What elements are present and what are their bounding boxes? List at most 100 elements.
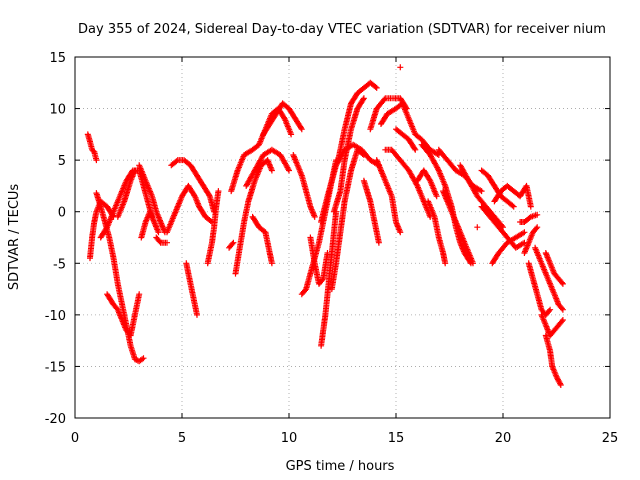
- data-track: [491, 182, 534, 210]
- data-track: [414, 167, 440, 200]
- data-track: [114, 167, 138, 220]
- y-tick-label: 0: [58, 206, 66, 221]
- x-tick-label: 20: [495, 431, 512, 446]
- data-track: [328, 146, 367, 293]
- data-track: [489, 229, 528, 267]
- data-point-markers: [232, 157, 275, 277]
- data-point-markers: [457, 162, 506, 231]
- data-track: [204, 188, 222, 267]
- data-track: [525, 260, 554, 318]
- data-point-markers: [489, 229, 528, 267]
- data-point-markers: [290, 152, 318, 220]
- data-point-markers: [249, 213, 275, 267]
- data-point-markers: [378, 100, 442, 158]
- data-track: [335, 79, 380, 164]
- data-track: [164, 182, 215, 236]
- data-point-markers: [204, 188, 222, 267]
- data-point-markers: [136, 162, 168, 236]
- data-track: [393, 126, 419, 153]
- data-point-markers: [307, 234, 331, 287]
- data-point-markers: [164, 182, 215, 236]
- data-point-markers: [542, 332, 564, 388]
- data-track: [478, 167, 517, 210]
- data-point-markers: [525, 260, 554, 318]
- data-track: [538, 311, 566, 339]
- data-track: [226, 239, 237, 251]
- data-point-markers: [183, 260, 200, 318]
- data-track: [232, 157, 275, 277]
- data-point-markers: [414, 167, 440, 200]
- axis-ticks: [74, 56, 611, 419]
- data-point-markers: [360, 177, 382, 246]
- data-track: [397, 64, 404, 71]
- data-point-markers: [542, 250, 566, 287]
- data-track: [517, 211, 541, 225]
- data-point-markers: [260, 100, 305, 138]
- data-track: [360, 177, 382, 246]
- data-track: [373, 157, 404, 236]
- data-track: [457, 162, 506, 231]
- data-point-markers: [397, 64, 404, 71]
- x-tick-label: 0: [71, 431, 79, 446]
- data-track: [87, 198, 117, 262]
- data-track: [138, 208, 162, 241]
- tick-labels: 0 5 10 15 20 25 -20 -15 -10 -5 0 5 10 15: [45, 51, 619, 446]
- x-axis-title: GPS time / hours: [286, 459, 395, 474]
- data-point-markers: [226, 239, 237, 251]
- data-point-markers: [538, 311, 566, 339]
- data-track: [330, 95, 367, 215]
- data-track: [153, 234, 170, 246]
- data-track: [378, 100, 442, 158]
- y-tick-label: 5: [58, 154, 66, 169]
- data-track: [542, 332, 564, 388]
- data-point-markers: [114, 167, 138, 220]
- data-point-markers: [168, 157, 218, 215]
- data-track: [542, 250, 566, 287]
- data-point-markers: [440, 188, 476, 267]
- data-point-markers: [87, 198, 117, 262]
- y-tick-label: -20: [45, 412, 66, 427]
- data-point-markers: [532, 244, 566, 313]
- data-point-markers: [393, 126, 419, 153]
- data-point-markers: [335, 79, 380, 164]
- data-track: [382, 146, 434, 220]
- data-point-markers: [491, 182, 534, 210]
- data-points: [84, 64, 566, 388]
- data-point-markers: [84, 131, 100, 164]
- y-tick-label: 15: [49, 51, 66, 66]
- data-track: [307, 234, 331, 287]
- data-point-markers: [243, 146, 292, 189]
- data-track: [440, 188, 476, 267]
- x-tick-label: 25: [602, 431, 619, 446]
- x-tick-label: 5: [178, 431, 186, 446]
- data-point-markers: [328, 146, 367, 293]
- data-point-markers: [153, 234, 170, 246]
- data-track: [136, 162, 168, 236]
- data-point-markers: [138, 208, 162, 241]
- data-track: [183, 260, 200, 318]
- data-track: [290, 152, 318, 220]
- grid: [75, 57, 610, 418]
- data-point-markers: [382, 146, 434, 220]
- data-track: [260, 100, 305, 138]
- data-point-markers: [104, 291, 143, 339]
- y-tick-label: 10: [49, 103, 66, 118]
- chart-title: Day 355 of 2024, Sidereal Day-to-day VTE…: [78, 22, 606, 37]
- data-track: [474, 224, 481, 231]
- data-track: [249, 213, 275, 267]
- data-track: [532, 244, 566, 313]
- data-track: [243, 146, 292, 189]
- data-point-markers: [474, 224, 481, 231]
- y-tick-label: -5: [53, 257, 66, 272]
- data-track: [104, 291, 143, 339]
- data-track: [521, 224, 541, 256]
- x-tick-label: 15: [388, 431, 405, 446]
- data-point-markers: [517, 211, 541, 225]
- data-track: [84, 131, 100, 164]
- y-tick-label: -15: [45, 360, 66, 375]
- data-track: [425, 198, 449, 267]
- data-point-markers: [425, 198, 449, 267]
- data-track: [318, 208, 340, 349]
- data-track: [168, 157, 218, 215]
